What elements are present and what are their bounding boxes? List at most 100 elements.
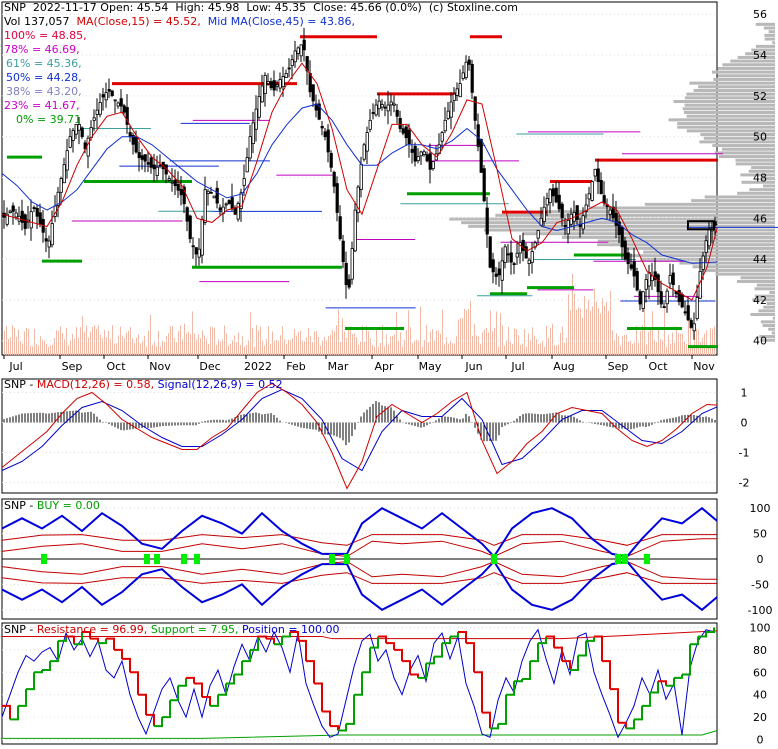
volume-bar xyxy=(344,331,345,355)
volume-bar xyxy=(188,331,189,355)
position-step xyxy=(58,636,67,642)
candle-body xyxy=(527,259,531,264)
candle-body xyxy=(62,164,66,184)
position-tick-label: 80 xyxy=(753,644,767,657)
last-price-marker xyxy=(687,220,715,231)
volume-bar xyxy=(398,340,399,355)
macd-header: SNP - MACD(12,26) = 0.58, Signal(12,26,9… xyxy=(4,378,283,391)
volume-profile-bar xyxy=(640,257,775,261)
volume-profile-bar xyxy=(768,327,775,331)
position-step xyxy=(442,636,451,645)
candle-body xyxy=(524,246,528,259)
position-step xyxy=(650,681,659,694)
position-step xyxy=(570,655,579,672)
candle-body xyxy=(218,207,222,211)
position-tick-label: 100 xyxy=(750,621,771,634)
volume-bar xyxy=(696,328,697,355)
position-step xyxy=(170,685,179,702)
volume-profile-bar xyxy=(754,287,775,291)
volume-bar xyxy=(456,336,457,355)
macd-line xyxy=(1,382,718,490)
macd-tick-label: -2 xyxy=(739,477,750,490)
month-label: Jul xyxy=(8,360,22,373)
candle-body xyxy=(377,100,381,110)
position-step xyxy=(706,627,715,633)
candle-body xyxy=(428,153,432,170)
candle-body xyxy=(608,209,612,215)
position-step xyxy=(74,631,83,646)
volume-bar xyxy=(118,335,119,355)
volume-profile-bar xyxy=(766,301,775,305)
volume-bar xyxy=(60,326,61,355)
candle-body xyxy=(230,197,234,210)
volume-profile-bar xyxy=(699,140,775,144)
volume-bar xyxy=(216,345,217,355)
volume-bar xyxy=(634,342,635,355)
position-step xyxy=(42,661,51,672)
volume-profile-bar xyxy=(673,99,775,103)
volume-bar xyxy=(52,344,53,355)
candle-body xyxy=(581,215,585,230)
volume-bar xyxy=(580,308,581,355)
position-step xyxy=(466,642,475,673)
month-label: Mar xyxy=(328,360,349,373)
volume-bar xyxy=(156,346,157,355)
candle-body xyxy=(458,83,462,98)
volume-bar xyxy=(698,329,699,355)
volume-bar xyxy=(376,327,377,355)
volume-bar xyxy=(642,325,643,355)
month-label: Jul xyxy=(510,360,524,373)
candle-body xyxy=(335,183,339,213)
volume-bar xyxy=(422,346,423,355)
volume-bar xyxy=(650,327,651,355)
volume-bar xyxy=(218,339,219,355)
buy-tick-label: -50 xyxy=(751,578,769,591)
volume-bar xyxy=(532,327,533,355)
volume-profile-bar xyxy=(713,77,775,81)
volume-bar xyxy=(460,318,461,355)
position-step xyxy=(242,649,251,663)
candle-body xyxy=(275,84,279,87)
volume-bar xyxy=(414,340,415,355)
position-step xyxy=(234,661,243,676)
stochastic-line xyxy=(1,628,715,739)
buy-signal-marker xyxy=(622,553,628,565)
signal-line xyxy=(1,388,718,472)
candle-body xyxy=(641,291,645,309)
volume-bar xyxy=(124,338,125,355)
position-step xyxy=(682,644,691,676)
volume-bar xyxy=(172,326,173,355)
candle-body xyxy=(116,102,120,107)
volume-bar xyxy=(162,340,163,355)
volume-bar xyxy=(640,331,641,355)
candle-body xyxy=(383,106,387,109)
candle-body xyxy=(659,291,663,305)
candle-body xyxy=(452,93,456,101)
position-step xyxy=(634,705,643,721)
volume-bar xyxy=(490,310,491,355)
volume-bar xyxy=(616,333,617,355)
volume-bar xyxy=(80,327,81,355)
position-step xyxy=(338,723,347,732)
volume-profile-bar xyxy=(717,74,775,78)
volume-bar xyxy=(446,337,447,355)
candle-body xyxy=(5,213,9,225)
position-step xyxy=(546,635,555,648)
candle-body xyxy=(323,131,327,138)
candle-body xyxy=(326,129,330,153)
candle-body xyxy=(143,154,147,162)
support-value: Support = 7.95, xyxy=(150,623,239,636)
volume-bar xyxy=(674,342,675,355)
candle-body xyxy=(287,67,291,70)
volume-bar xyxy=(660,339,661,355)
candle-body xyxy=(8,210,12,214)
volume-bar xyxy=(426,325,427,355)
volume-bar xyxy=(382,325,383,355)
candle-body xyxy=(392,103,396,106)
position-tick-label: 0 xyxy=(757,734,764,746)
candle-body xyxy=(59,178,63,193)
candle-body xyxy=(110,90,114,96)
volume-profile-bar xyxy=(772,41,775,45)
volume-profile-bar xyxy=(758,309,775,313)
volume-profile-bar xyxy=(745,52,775,56)
